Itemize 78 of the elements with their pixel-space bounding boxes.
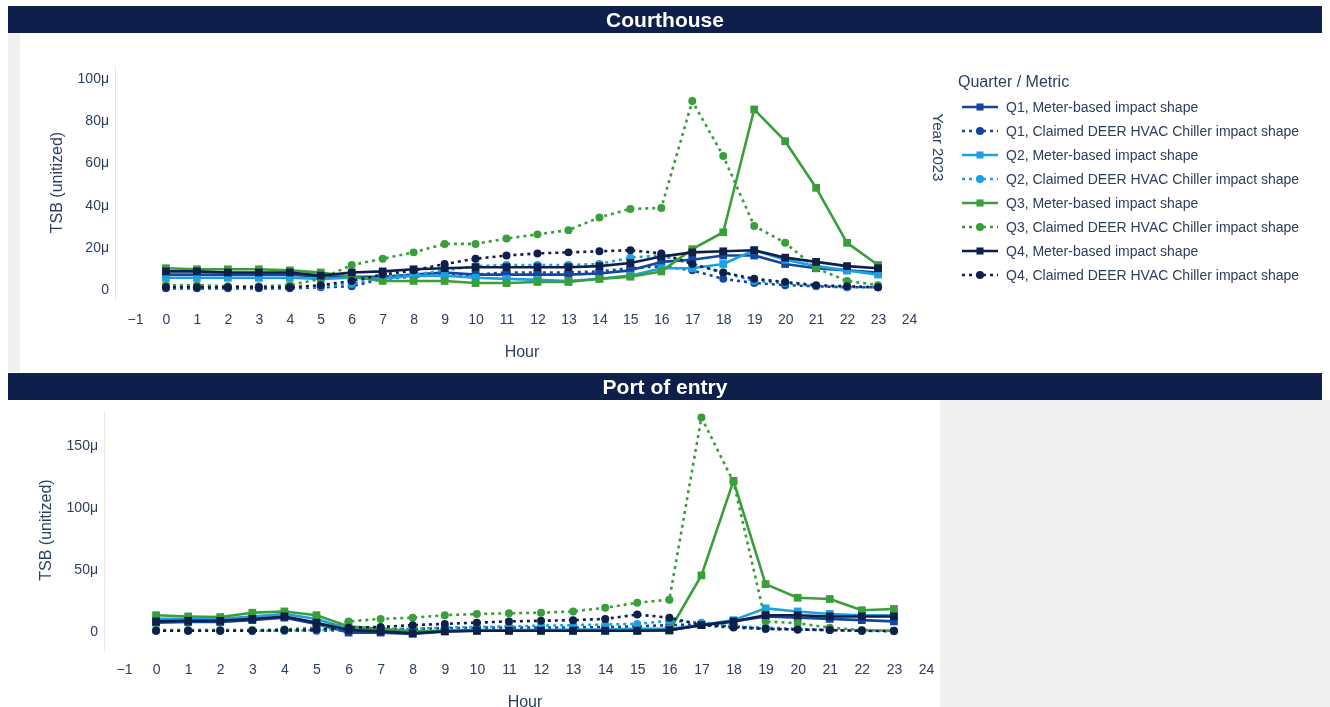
y-tick-label: 80μ — [85, 112, 109, 129]
x-tick-label: 11 — [502, 660, 517, 677]
x-tick-label: 16 — [662, 660, 678, 677]
x-tick-label: 5 — [317, 310, 326, 327]
y-tick-label: 20μ — [85, 239, 109, 256]
x-tick-label: 14 — [592, 310, 608, 327]
x-tick-label: 17 — [694, 660, 710, 677]
y-axis-title: TSB (unitized) — [48, 131, 65, 234]
x-tick-label: 3 — [248, 660, 257, 677]
x-tick-label: 23 — [870, 310, 887, 327]
legend-label: Q1, Claimed DEER HVAC Chiller impact shape — [1006, 123, 1300, 139]
y-tick-label: 40μ — [85, 196, 109, 213]
x-tick-label: 12 — [530, 310, 546, 327]
x-tick-label: 22 — [839, 310, 856, 327]
x-tick-label: 10 — [468, 310, 485, 327]
y-tick-label: 0 — [101, 281, 110, 298]
x-tick-label: 23 — [886, 660, 903, 677]
legend-label: Q4, Claimed DEER HVAC Chiller impact shape — [1006, 267, 1300, 283]
x-tick-label: 6 — [348, 310, 357, 327]
legend-label: Q2, Meter-based impact shape — [1006, 147, 1199, 163]
x-tick-label: 22 — [854, 660, 871, 677]
x-tick-label: 8 — [409, 660, 418, 677]
x-tick-label: 10 — [469, 660, 486, 677]
text: Year 2023 — [930, 113, 947, 182]
x-tick-label: 1 — [184, 660, 193, 677]
x-tick-label: 9 — [441, 310, 450, 327]
y-tick-label: 60μ — [85, 154, 109, 171]
y-tick-label: 50μ — [74, 561, 98, 578]
x-tick-label: 4 — [286, 310, 295, 327]
x-tick-label: 17 — [684, 310, 701, 327]
x-tick-label: 18 — [715, 310, 732, 327]
x-tick-label: 1 — [193, 310, 202, 327]
legend-title: Quarter / Metric — [958, 73, 1070, 90]
x-tick-label: 6 — [345, 660, 354, 677]
x-tick-label: 19 — [746, 310, 763, 327]
chart-title: Courthouse — [606, 8, 724, 31]
x-tick-label: 2 — [216, 660, 225, 677]
x-tick-label: 11 — [499, 310, 515, 327]
x-tick-label: 15 — [623, 310, 639, 327]
x-tick-label: 24 — [901, 310, 918, 327]
x-tick-label: 18 — [726, 660, 743, 677]
x-tick-label: 14 — [597, 660, 614, 677]
x-tick-label: −1 — [116, 660, 133, 677]
x-tick-label: 7 — [379, 310, 388, 327]
x-tick-label: 2 — [224, 310, 233, 327]
x-tick-label: 7 — [377, 660, 386, 677]
x-tick-label: 19 — [758, 660, 775, 677]
legend-label: Q3, Claimed DEER HVAC Chiller impact shape — [1006, 219, 1300, 235]
x-tick-label: 4 — [281, 660, 289, 677]
x-tick-label: 21 — [822, 660, 839, 677]
x-tick-label: 9 — [441, 660, 450, 677]
x-tick-label: 8 — [410, 310, 419, 327]
x-tick-label: −1 — [127, 310, 144, 327]
chart-title: Port of entry — [602, 375, 728, 398]
x-axis-title: Hour — [504, 343, 541, 360]
y-tick-label: 100μ — [77, 69, 109, 86]
x-tick-label: 0 — [162, 310, 171, 327]
y-tick-label: 0 — [90, 623, 99, 640]
x-tick-label: 12 — [533, 660, 550, 677]
x-tick-label: 24 — [918, 660, 935, 677]
legend-label: Q2, Claimed DEER HVAC Chiller impact shape — [1006, 171, 1300, 187]
x-tick-label: 0 — [152, 660, 161, 677]
x-tick-label: 21 — [808, 310, 825, 327]
x-tick-label: 20 — [777, 310, 794, 327]
legend-label: Q3, Meter-based impact shape — [1006, 195, 1199, 211]
x-tick-label: 16 — [654, 310, 670, 327]
x-tick-label: 15 — [629, 660, 646, 677]
x-tick-label: 13 — [565, 660, 582, 677]
y-tick-label: 100μ — [66, 498, 98, 515]
y-tick-label: 150μ — [66, 436, 98, 453]
x-tick-label: 20 — [790, 660, 807, 677]
x-tick-label: 5 — [313, 660, 322, 677]
x-axis-title: Hour — [507, 693, 544, 707]
y-axis-title: TSB (unitized) — [37, 479, 54, 581]
x-tick-label: 3 — [255, 310, 264, 327]
legend-label: Q4, Meter-based impact shape — [1006, 243, 1199, 259]
legend-label: Q1, Meter-based impact shape — [1006, 99, 1199, 115]
x-tick-label: 13 — [561, 310, 577, 327]
